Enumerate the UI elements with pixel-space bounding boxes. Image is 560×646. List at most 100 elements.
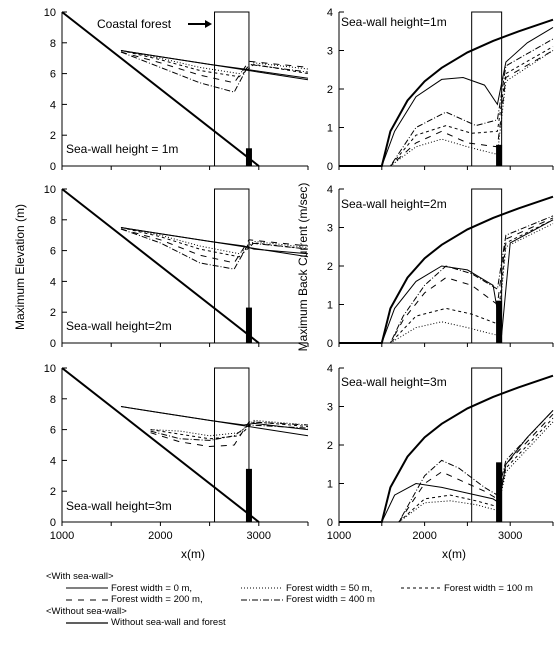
series-line-forest-width-0-m <box>339 410 554 523</box>
series-line-without-sea-wall-and-forest <box>339 18 554 167</box>
x-axis-label: x(m) <box>442 547 466 561</box>
series-line-forest-width-200-m <box>339 50 554 167</box>
x-tick-label: 1000 <box>50 530 74 542</box>
y-tick-label: 8 <box>50 394 56 406</box>
y-tick-label: 3 <box>327 223 333 235</box>
beach-slope-line <box>61 188 260 344</box>
y-tick-label: 1 <box>327 300 333 312</box>
legend-label-50m: Forest width = 50 m, <box>286 582 373 594</box>
series-line-forest-width-100-m <box>339 417 554 523</box>
coastal-forest-box <box>214 367 250 523</box>
legend-item-50m: Forest width = 50 m, <box>241 583 372 595</box>
legend-item-200m: Forest width = 200 m, <box>66 594 203 606</box>
panel-elev_h3: 0 2 4 6 8 10 1000 2000 3000 x(m) Sea-wall height=3… <box>44 363 309 561</box>
y-tick-label: 4 <box>50 99 56 111</box>
series-line-forest-width-100-m <box>339 46 554 167</box>
panel-curr_h1: 0 1 2 3 4 Sea-wall height=1m <box>327 7 554 173</box>
y-tick-label: 10 <box>44 184 56 196</box>
coastal-forest-label: Coastal forest <box>97 17 172 31</box>
y-tick-label: 2 <box>50 130 56 142</box>
legend-item-0m: Forest width = 0 m, <box>66 583 192 595</box>
y-tick-label: 8 <box>50 38 56 50</box>
series-line-forest-width-100-m <box>120 227 309 258</box>
beach-slope-line <box>61 11 260 167</box>
series-line-forest-width-50-m <box>120 50 309 75</box>
series-line-forest-width-50-m <box>339 50 554 167</box>
legend-label-100m: Forest width = 100 m <box>444 582 533 594</box>
legend-row-1: Forest width = 0 m, Forest width = 50 m,… <box>46 583 556 595</box>
legend-row-2: Forest width = 200 m, Forest width = 400… <box>46 594 556 606</box>
y-tick-label: 6 <box>50 425 56 437</box>
y-tick-label: 2 <box>50 486 56 498</box>
coastal-forest-box <box>471 188 503 344</box>
x-tick-label: 2000 <box>412 530 436 542</box>
series-line-forest-width-200-m <box>150 421 309 448</box>
y-tick-label: 4 <box>327 184 333 196</box>
series-line-forest-width-0-m <box>120 406 309 431</box>
sea-wall-height-label: Sea-wall height=2m <box>66 319 172 333</box>
legend-item-400m: Forest width = 400 m <box>241 594 375 606</box>
sea-wall-bar <box>245 148 252 166</box>
legend-label-0m: Forest width = 0 m, <box>111 582 193 594</box>
sea-wall-height-label: Sea-wall height=3m <box>341 375 447 389</box>
y-tick-label: 0 <box>327 338 333 350</box>
coastal-forest-box <box>214 11 250 167</box>
series-line-forest-width-50-m <box>339 223 554 344</box>
y-tick-label: 1 <box>327 123 333 135</box>
legend-row-3: Without sea-wall and forest <box>46 617 556 629</box>
y-tick-label: 3 <box>327 402 333 414</box>
y-tick-label: 3 <box>327 46 333 58</box>
y-tick-label: 2 <box>327 440 333 452</box>
panel-elev_h1: 0 2 4 6 8 10 Coastal forest Sea-wall height = 1… <box>44 7 309 173</box>
y-tick-label: 4 <box>327 7 333 19</box>
series-line-forest-width-200-m <box>120 228 309 264</box>
series-line-without-sea-wall-and-forest <box>339 195 554 344</box>
x-axis-label: x(m) <box>181 547 205 561</box>
legend-without-header: <Without sea-wall> <box>46 605 127 617</box>
sea-wall-bar <box>496 144 503 166</box>
y-tick-label: 4 <box>50 276 56 288</box>
y-tick-label: 4 <box>327 363 333 375</box>
y-tick-label: 6 <box>50 69 56 81</box>
legend-label-without: Without sea-wall and forest <box>111 617 226 628</box>
series-line-forest-width-200-m <box>339 217 554 344</box>
sea-wall-height-label: Sea-wall height=1m <box>341 15 447 29</box>
panel-curr_h2: 0 1 2 3 4 Sea-wall height=2m <box>327 184 554 350</box>
series-line-forest-width-100-m <box>150 421 309 440</box>
series-line-forest-width-0-m <box>339 219 554 344</box>
sea-wall-height-label: Sea-wall height=3m <box>66 499 172 513</box>
series-line-forest-width-200-m <box>339 413 554 523</box>
y-tick-label: 6 <box>50 246 56 258</box>
legend-item-without: Without sea-wall and forest <box>66 617 226 629</box>
arrow-head-icon <box>205 20 212 28</box>
y-tick-label: 0 <box>50 161 56 173</box>
x-tick-label: 1000 <box>327 530 351 542</box>
series-line-forest-width-50-m <box>339 421 554 523</box>
y-tick-label: 10 <box>44 363 56 375</box>
series-line-forest-width-400-m <box>150 424 309 441</box>
y-tick-label: 0 <box>327 517 333 529</box>
legend: <With sea-wall> Forest width = 0 m, Fore… <box>46 571 556 629</box>
legend-swatch-dashdot <box>241 599 283 601</box>
y-axis-label-elevation: Maximum Elevation (m) <box>13 204 27 330</box>
series-line-without-sea-wall-and-forest <box>339 374 554 523</box>
series-line-forest-width-0-m <box>339 26 554 167</box>
series-line-forest-width-50-m <box>120 227 309 255</box>
coastal-forest-box <box>471 367 503 523</box>
panel-curr_h3: 0 1 2 3 4 1000 2000 3000 x(m) Sea-wall height=3m <box>327 363 554 561</box>
x-tick-label: 3000 <box>247 530 271 542</box>
y-tick-label: 4 <box>50 455 56 467</box>
legend-swatch-dash <box>401 587 441 589</box>
legend-swatch-solid <box>66 587 108 589</box>
y-tick-label: 10 <box>44 7 56 19</box>
beach-slope-line <box>61 367 260 523</box>
series-line-forest-width-400-m <box>339 38 554 167</box>
x-tick-label: 3000 <box>498 530 522 542</box>
legend-item-100m: Forest width = 100 m <box>401 583 533 595</box>
y-tick-label: 8 <box>50 215 56 227</box>
series-line-forest-width-400-m <box>120 228 309 270</box>
legend-swatch-solid-without <box>66 622 108 624</box>
y-tick-label: 0 <box>50 517 56 529</box>
sea-wall-bar <box>245 307 252 343</box>
